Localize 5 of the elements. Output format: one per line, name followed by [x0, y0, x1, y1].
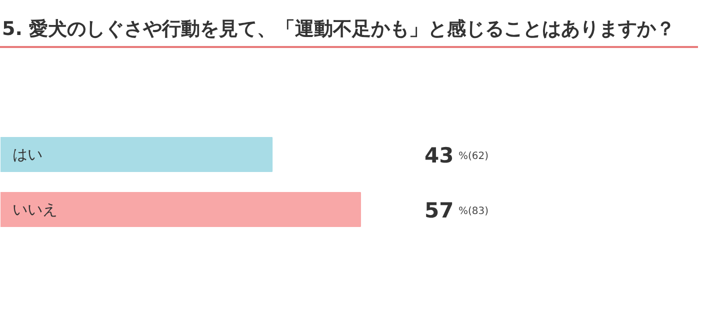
y-tick-label: いいえ [12, 200, 58, 218]
title: 5. 愛犬のしぐさや行動を見て、「運動不足かも」と感じることはありますか？ [0, 0, 698, 48]
y-tick-label: はい [12, 146, 42, 164]
data-label: 57%(83) [424, 198, 489, 222]
data-label: 43%(62) [424, 144, 489, 168]
